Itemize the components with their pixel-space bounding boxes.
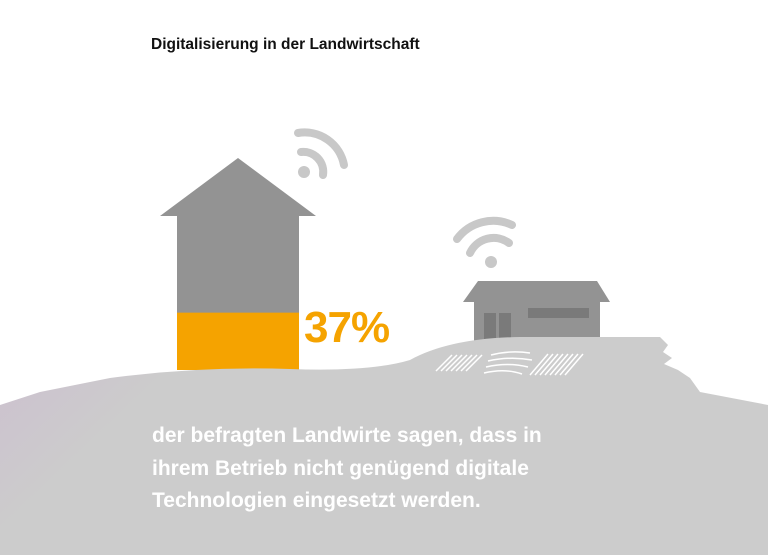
ground bbox=[0, 337, 768, 555]
barn-icon bbox=[463, 281, 610, 342]
wifi-icon bbox=[294, 128, 348, 179]
house-icon bbox=[160, 158, 316, 370]
description-line: der befragten Landwirte sagen, dass in bbox=[152, 424, 542, 447]
page-title: Digitalisierung in der Landwirtschaft bbox=[151, 36, 420, 53]
wifi-icon bbox=[453, 216, 516, 268]
stat-description: der befragten Landwirte sagen, dass in i… bbox=[152, 420, 652, 518]
percent-fill bbox=[177, 312, 299, 370]
description-line: ihrem Betrieb nicht genügend digitale bbox=[152, 456, 529, 480]
description-line: Technologien eingesetzt werden. bbox=[152, 489, 481, 512]
field-lines bbox=[435, 351, 584, 376]
stat-value: 37% bbox=[304, 303, 390, 352]
